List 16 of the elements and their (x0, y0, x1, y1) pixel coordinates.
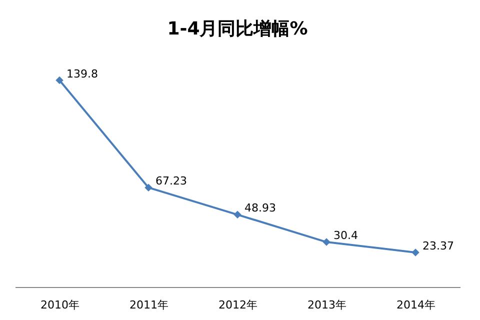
data-label: 139.8 (66, 67, 98, 80)
point (144, 184, 152, 192)
data-label: 30.4 (334, 229, 358, 242)
point (56, 76, 64, 84)
data-label: 67.23 (156, 174, 187, 188)
point (234, 210, 242, 219)
x-tick-label: 2011年 (130, 298, 168, 312)
x-tick-label: 2013年 (308, 298, 346, 312)
chart-title: 1-4月同比增幅% (167, 18, 308, 40)
data-label: 48.93 (244, 202, 276, 215)
x-tick-label: 2012年 (218, 298, 258, 312)
data-label: 23.37 (422, 239, 454, 252)
x-tick-label: 2010年 (40, 298, 80, 312)
point (412, 248, 420, 256)
point (322, 238, 330, 246)
x-tick-label: 2014年 (396, 298, 436, 312)
